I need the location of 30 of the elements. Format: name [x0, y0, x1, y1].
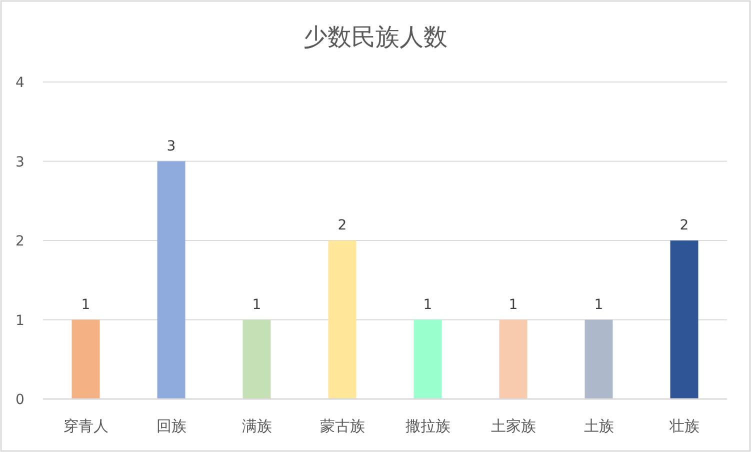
- y-tick-label: 3: [16, 154, 24, 170]
- data-label: 1: [508, 296, 518, 313]
- bar: [584, 320, 613, 399]
- x-tick-label: 回族: [156, 417, 186, 435]
- bar: [328, 240, 356, 399]
- chart-title: 少数民族人数: [304, 23, 448, 51]
- data-label: 1: [594, 296, 604, 313]
- data-label: 2: [338, 218, 347, 234]
- y-tick-label: 4: [16, 75, 25, 91]
- data-label: 1: [423, 296, 432, 313]
- bar: [72, 320, 100, 399]
- bar: [670, 240, 698, 399]
- data-label: 1: [252, 296, 262, 313]
- bar: [499, 320, 528, 399]
- x-tick-label: 土家族: [490, 417, 536, 435]
- x-tick-label: 撒拉族: [405, 417, 450, 435]
- x-tick-label: 壮族: [668, 417, 700, 435]
- bar: [414, 320, 442, 399]
- bar: [242, 320, 271, 399]
- y-tick-label: 0: [16, 392, 24, 408]
- data-label: 1: [81, 296, 90, 313]
- y-tick-label: 2: [16, 234, 24, 250]
- x-tick-label: 蒙古族: [320, 417, 365, 435]
- y-tick-label: 1: [16, 312, 24, 329]
- x-tick-label: 满族: [242, 417, 272, 435]
- x-tick-label: 土族: [584, 417, 614, 435]
- data-label: 3: [166, 138, 176, 154]
- data-label: 2: [680, 218, 689, 234]
- bar: [157, 161, 186, 399]
- x-tick-label: 穿青人: [63, 417, 108, 435]
